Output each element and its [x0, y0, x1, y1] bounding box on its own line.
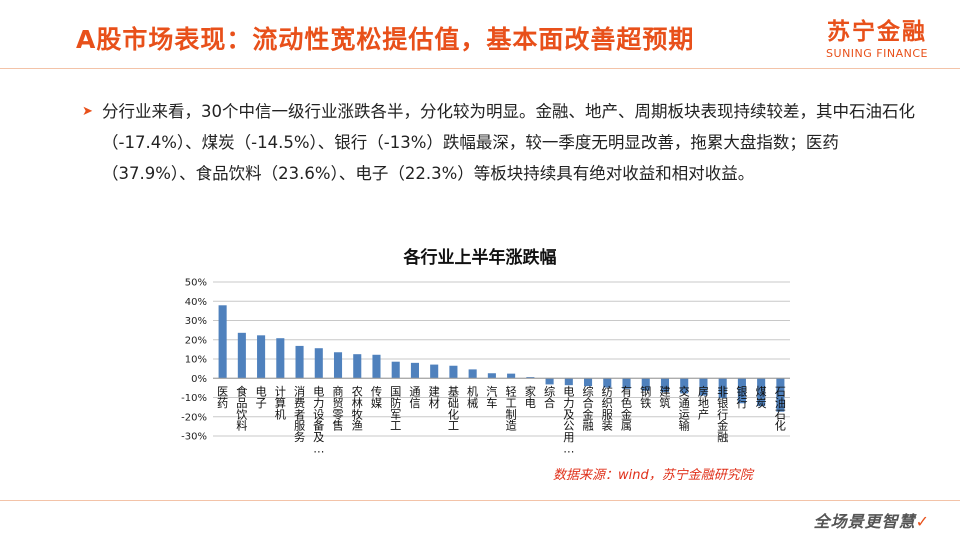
x-tick-label: 商贸零售 [332, 384, 343, 432]
y-tick-label: 10% [185, 355, 207, 366]
y-tick-label: 0% [191, 374, 207, 385]
x-tick-label: 轻工制造 [506, 384, 517, 432]
x-tick-label: 电子 [255, 385, 266, 409]
x-tick-label: 食品饮料 [236, 384, 247, 432]
bar [699, 378, 708, 396]
x-tick-label: 国防军工 [390, 385, 401, 432]
x-tick-label: 建筑 [659, 384, 670, 409]
bar [468, 369, 477, 379]
x-tick-label: 家电 [525, 384, 536, 409]
x-tick-label: 机械 [467, 384, 478, 409]
y-tick-label: 50% [185, 278, 207, 289]
x-tick-label: 农林牧渔 [352, 384, 363, 432]
bar [660, 378, 670, 393]
x-tick-label: 电力设备及… [313, 385, 324, 455]
bar [564, 378, 573, 386]
bar [449, 365, 458, 379]
bar [737, 378, 746, 404]
summary-paragraph: ➤ 分行业来看，30个中信一级行业涨跌各半，分化较为明显。金融、地产、周期板块表… [82, 96, 924, 189]
x-tick-label: 消费者服务 [294, 384, 305, 444]
bar [507, 373, 516, 379]
bar [353, 354, 362, 379]
data-source-note: 数据来源：wind，苏宁金融研究院 [553, 468, 753, 483]
x-tick-label: 非银行金融 [717, 385, 728, 444]
bar [622, 378, 631, 389]
bar [545, 378, 554, 385]
logo-text-en: SUNING FINANCE [826, 47, 928, 60]
chart-bars [218, 305, 785, 412]
bar [584, 378, 593, 387]
x-tick-label: 综合金融 [582, 384, 593, 432]
x-tick-label: 医药 [217, 385, 228, 409]
bar [410, 362, 419, 379]
y-tick-label: 40% [185, 297, 207, 308]
page-title: A股市场表现：流动性宽松提估值，基本面改善超预期 [76, 25, 695, 54]
x-tick-label: 交通运输 [679, 384, 690, 432]
y-tick-label: -10% [181, 393, 207, 404]
x-tick-label: 计算机 [275, 385, 286, 421]
bar [603, 378, 612, 388]
y-tick-label: 30% [185, 316, 207, 327]
x-tick-label: 基础化工 [448, 385, 459, 432]
checkmark-icon: ✓ [915, 512, 930, 531]
bar [487, 373, 496, 379]
bar [333, 352, 343, 379]
footer-divider [0, 500, 960, 501]
bar [680, 378, 689, 394]
x-tick-label: 纺织服装 [602, 384, 613, 432]
bar [276, 338, 285, 379]
bar [757, 378, 766, 407]
bar [776, 378, 785, 412]
x-tick-label: 综合 [544, 384, 555, 409]
bar [430, 364, 439, 379]
x-tick-label: 石油石化 [775, 385, 786, 432]
bar [257, 335, 266, 379]
x-tick-label: 房地产 [698, 385, 709, 421]
y-tick-label: -20% [181, 412, 207, 423]
x-tick-label: 有色金属 [621, 384, 632, 432]
bar [391, 361, 400, 379]
chart-title: 各行业上半年涨跌幅 [403, 248, 557, 268]
header-divider [0, 68, 960, 69]
brand-logo: 苏宁金融 SUNING FINANCE [826, 12, 928, 60]
x-tick-label: 电力及公用… [563, 385, 574, 455]
summary-text: 分行业来看，30个中信一级行业涨跌各半，分化较为明显。金融、地产、周期板块表现持… [102, 102, 915, 183]
x-tick-label: 传媒 [371, 385, 382, 409]
bar [237, 332, 246, 379]
x-tick-label: 银行 [736, 384, 747, 409]
bar [218, 305, 227, 379]
y-tick-label: 20% [185, 335, 207, 346]
x-tick-label: 建材 [429, 384, 440, 409]
bar [641, 378, 650, 391]
y-axis-tick-labels: 50% 40% 30% 20% 10% 0% -10% -20% -30% [181, 278, 207, 443]
bar [718, 378, 727, 399]
x-tick-label: 煤炭 [756, 385, 767, 409]
x-tick-label: 钢铁 [640, 385, 651, 409]
slogan-text: 全场景更智慧 [813, 512, 916, 531]
bar [372, 354, 381, 379]
bar [314, 348, 323, 379]
footer-slogan: 全场景更智慧✓ [814, 508, 930, 532]
x-tick-label: 通信 [409, 385, 420, 409]
bullet-arrow-icon: ➤ [82, 104, 93, 119]
logo-text-cn: 苏宁金融 [827, 19, 928, 45]
x-tick-label: 汽车 [486, 384, 497, 409]
bar [526, 377, 535, 379]
bar [295, 345, 304, 379]
y-tick-label: -30% [181, 432, 207, 443]
